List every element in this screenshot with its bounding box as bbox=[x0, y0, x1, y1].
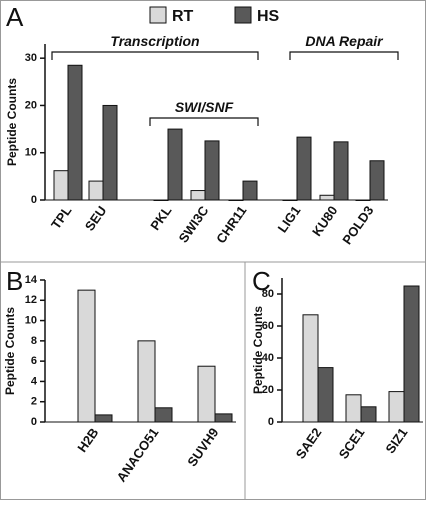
bar bbox=[317, 367, 334, 423]
x-tick-label: SIZ1 bbox=[382, 425, 410, 456]
y-tick-label: 20 bbox=[25, 99, 37, 111]
legend-label: HS bbox=[257, 8, 280, 25]
x-tick-label: H2B bbox=[74, 425, 101, 455]
y-tick-label: 60 bbox=[262, 320, 274, 332]
legend-label: RT bbox=[172, 8, 194, 25]
x-tick-label: SCE1 bbox=[336, 425, 368, 461]
bar bbox=[319, 194, 335, 201]
panel-letter: B bbox=[6, 266, 23, 296]
x-tick-label: ANACO51 bbox=[114, 425, 162, 484]
legend-swatch bbox=[234, 6, 252, 24]
x-tick-label: TPL bbox=[48, 203, 74, 232]
panel-letter: A bbox=[6, 2, 24, 32]
y-tick-label: 6 bbox=[31, 355, 37, 367]
y-tick-label: 0 bbox=[31, 194, 37, 206]
y-tick-label: 20 bbox=[262, 384, 274, 396]
bar bbox=[94, 414, 113, 423]
y-tick-label: 80 bbox=[262, 288, 274, 300]
bar bbox=[345, 394, 362, 423]
panel-letter: C bbox=[252, 266, 271, 296]
bar bbox=[403, 285, 420, 423]
bracket bbox=[289, 51, 399, 60]
annotation: DNA Repair bbox=[305, 33, 384, 49]
bar bbox=[67, 64, 83, 201]
x-tick-label: CHR11 bbox=[213, 203, 249, 246]
y-axis-label: Peptide Counts bbox=[251, 306, 265, 394]
bar bbox=[360, 406, 377, 423]
bar bbox=[333, 141, 349, 201]
y-tick-label: 40 bbox=[262, 352, 274, 364]
x-tick-label: PKL bbox=[147, 203, 174, 233]
y-axis-label: Peptide Counts bbox=[5, 78, 19, 166]
bar bbox=[197, 365, 216, 423]
x-tick-label: SEU bbox=[82, 203, 110, 234]
x-tick-label: SAE2 bbox=[293, 425, 325, 461]
bar bbox=[302, 314, 319, 423]
y-tick-label: 2 bbox=[31, 396, 37, 408]
annotation: SWI/SNF bbox=[175, 99, 234, 115]
y-tick-label: 0 bbox=[31, 416, 37, 428]
y-tick-label: 30 bbox=[25, 52, 37, 64]
bar bbox=[102, 104, 118, 201]
y-tick-label: 4 bbox=[31, 375, 38, 387]
x-tick-label: KU80 bbox=[309, 203, 340, 239]
bar bbox=[77, 289, 96, 423]
y-tick-label: 12 bbox=[25, 294, 37, 306]
x-tick-label: POLD3 bbox=[339, 203, 376, 247]
annotation: Transcription bbox=[110, 33, 199, 49]
bracket bbox=[51, 51, 259, 60]
bar bbox=[53, 170, 69, 201]
bar bbox=[88, 180, 104, 201]
bar bbox=[204, 140, 220, 201]
y-tick-label: 10 bbox=[25, 147, 37, 159]
bar bbox=[154, 407, 173, 423]
bracket bbox=[149, 117, 259, 126]
x-tick-label: LIG1 bbox=[275, 203, 304, 235]
legend-swatch bbox=[149, 6, 167, 24]
bar bbox=[167, 128, 183, 201]
y-tick-label: 10 bbox=[25, 314, 37, 326]
bar bbox=[190, 190, 206, 201]
bar bbox=[214, 413, 233, 423]
y-tick-label: 8 bbox=[31, 335, 37, 347]
bar bbox=[388, 391, 405, 423]
y-axis-label: Peptide Counts bbox=[3, 307, 17, 395]
x-tick-label: SWI3C bbox=[176, 203, 212, 246]
bar bbox=[296, 136, 312, 201]
x-tick-label: SUVH9 bbox=[184, 425, 221, 469]
bar bbox=[242, 180, 258, 201]
y-tick-label: 14 bbox=[25, 274, 38, 286]
bar bbox=[137, 340, 156, 423]
y-tick-label: 0 bbox=[268, 416, 274, 428]
bar bbox=[369, 160, 385, 201]
